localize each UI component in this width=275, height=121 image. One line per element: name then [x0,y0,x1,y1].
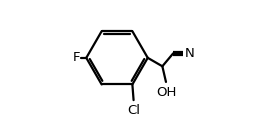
Text: F: F [73,51,80,64]
Text: Cl: Cl [127,104,140,117]
Text: OH: OH [156,86,177,99]
Text: N: N [185,47,195,60]
